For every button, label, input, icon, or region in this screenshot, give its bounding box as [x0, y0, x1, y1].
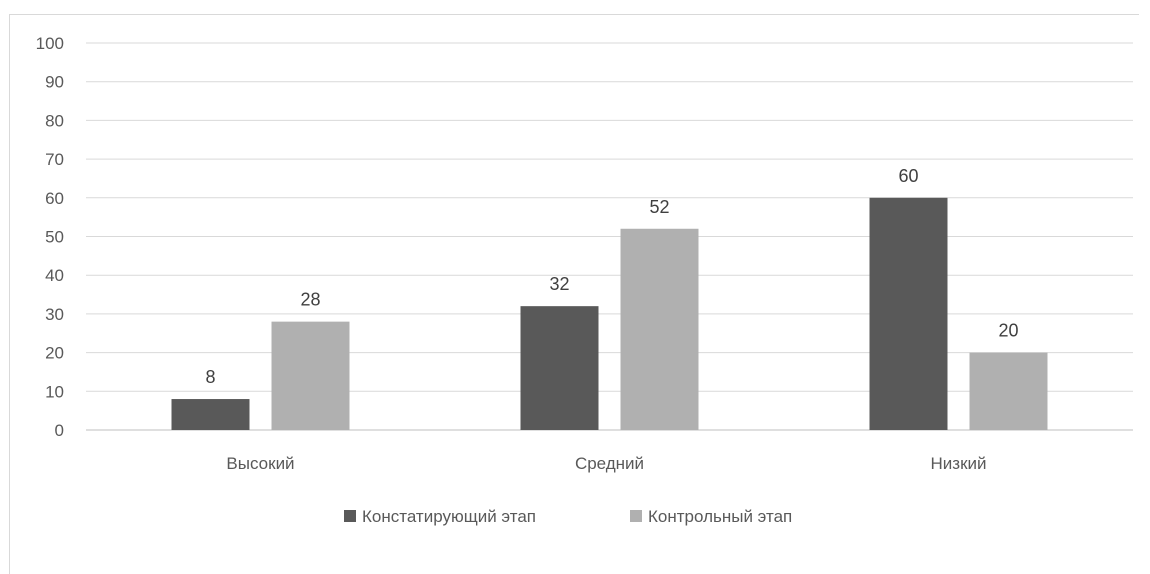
y-tick-label: 10 [45, 382, 64, 401]
data-label: 32 [549, 274, 569, 294]
bars [171, 197, 1048, 430]
legend-label: Констатирующий этап [362, 507, 536, 526]
x-category-label: Средний [575, 454, 644, 473]
y-tick-label: 0 [55, 421, 64, 440]
y-tick-label: 60 [45, 189, 64, 208]
legend-label: Контрольный этап [648, 507, 792, 526]
gridlines [86, 42, 1133, 431]
data-label: 8 [205, 367, 215, 387]
data-labels: 8 28 32 52 60 20 [205, 166, 1018, 387]
y-axis-labels: 0 10 20 30 40 50 60 70 80 90 100 [36, 34, 64, 440]
chart-frame [9, 14, 1139, 574]
y-tick-label: 90 [45, 73, 64, 92]
y-tick-label: 50 [45, 228, 64, 247]
legend-swatch [344, 510, 356, 522]
y-tick-label: 30 [45, 305, 64, 324]
legend-swatch [630, 510, 642, 522]
bar [171, 399, 250, 430]
y-tick-label: 80 [45, 111, 64, 130]
data-label: 20 [998, 321, 1018, 341]
bar [869, 197, 948, 430]
bar [520, 306, 599, 430]
bar [620, 228, 699, 430]
data-label: 60 [898, 166, 918, 186]
y-tick-label: 100 [36, 34, 64, 53]
y-tick-label: 20 [45, 344, 64, 363]
x-axis-labels: Высокий Средний Низкий [226, 454, 986, 473]
y-tick-label: 40 [45, 266, 64, 285]
data-label: 52 [649, 197, 669, 217]
bar-chart: 0 10 20 30 40 50 60 70 80 90 100 8 28 32 52 60 20 Высок… [36, 34, 1133, 526]
bar [271, 321, 350, 430]
x-category-label: Низкий [931, 454, 987, 473]
legend: Констатирующий этап Контрольный этап [344, 507, 792, 526]
data-label: 28 [300, 290, 320, 310]
y-tick-label: 70 [45, 150, 64, 169]
x-category-label: Высокий [226, 454, 294, 473]
bar [969, 352, 1048, 430]
